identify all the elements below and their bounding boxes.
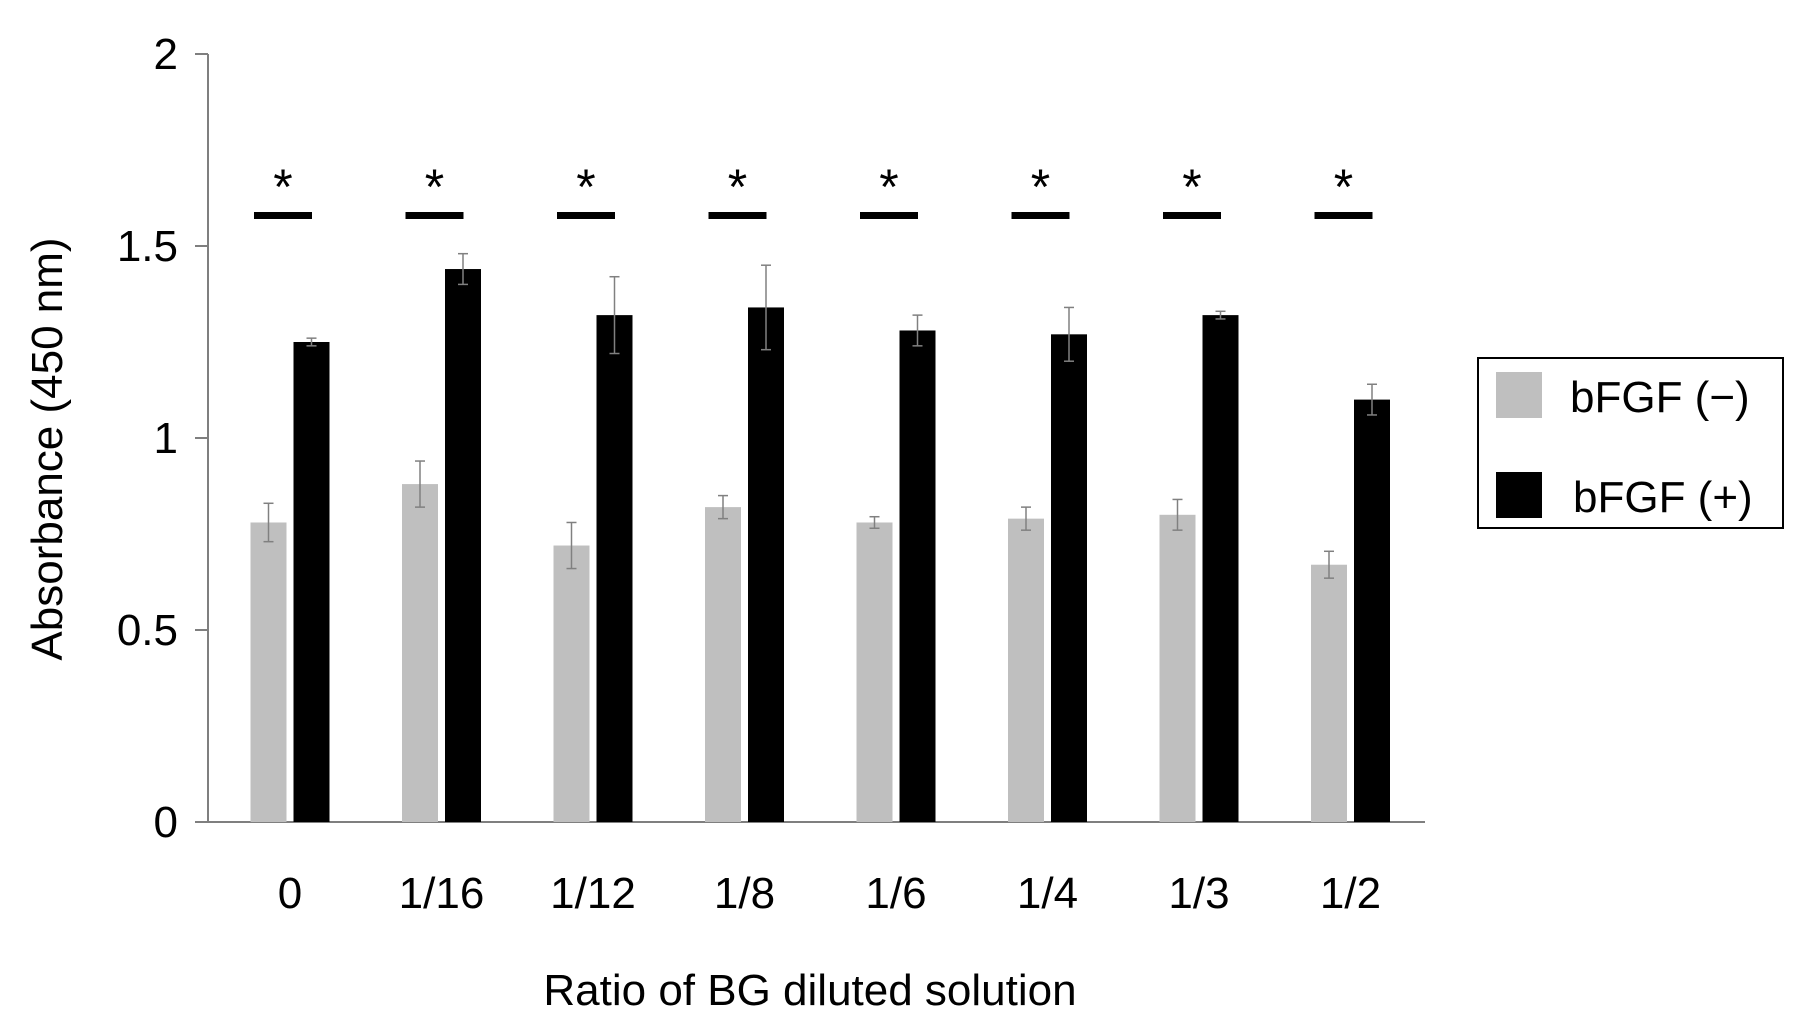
x-tick-label: 1/3	[1168, 869, 1229, 918]
bar-bfgf-plus	[1051, 334, 1087, 822]
bar-bfgf-minus	[705, 507, 741, 822]
significance-star: *	[879, 159, 898, 215]
significance-star: *	[728, 159, 747, 215]
significance-layer: * * * * * * * *	[254, 159, 1373, 219]
significance-bar	[1011, 212, 1070, 219]
bar-bfgf-plus	[748, 307, 784, 822]
significance-bar	[860, 212, 918, 219]
significance-star: *	[1334, 159, 1353, 215]
bar-bfgf-minus	[856, 522, 893, 822]
x-tick-label: 1/6	[865, 869, 926, 918]
significance-bar	[708, 212, 767, 219]
bar-bfgf-plus	[445, 269, 481, 822]
bar-bfgf-minus	[553, 545, 590, 822]
bar-bfgf-minus	[250, 522, 287, 822]
significance-bar	[1163, 212, 1221, 219]
legend-swatch-bfgf-minus	[1496, 372, 1542, 418]
legend-label-bfgf-minus: bFGF (−)	[1570, 373, 1750, 422]
significance-bar	[405, 212, 464, 219]
legend-label-bfgf-plus: bFGF (+)	[1573, 473, 1753, 522]
x-tick-label: 1/4	[1017, 869, 1078, 918]
y-axis: 0 0.5 1 1.5 2	[117, 30, 209, 847]
y-tick-label: 2	[154, 30, 178, 79]
bar-bfgf-minus	[1008, 518, 1044, 822]
bar-bfgf-plus	[899, 330, 936, 822]
bars-layer	[250, 252, 1390, 822]
y-tick-label: 1.5	[117, 222, 178, 271]
bar-bfgf-minus	[1159, 514, 1196, 822]
legend: bFGF (−) bFGF (+)	[1477, 357, 1784, 529]
significance-star: *	[1182, 159, 1201, 215]
bar-bfgf-plus	[596, 315, 633, 822]
significance-star: *	[425, 159, 444, 215]
y-axis-title: Absorbance (450 nm)	[23, 237, 72, 660]
significance-bar	[1314, 212, 1373, 219]
significance-star: *	[576, 159, 595, 215]
significance-bar	[254, 212, 312, 219]
y-tick-label: 0.5	[117, 606, 178, 655]
x-tick-label: 1/16	[399, 869, 485, 918]
bar-bfgf-minus	[1311, 564, 1347, 822]
x-axis-title: Ratio of BG diluted solution	[543, 966, 1076, 1015]
x-tick-label: 1/2	[1320, 869, 1381, 918]
x-tick-label: 1/12	[550, 869, 636, 918]
bar-bfgf-plus	[1354, 399, 1390, 822]
bar-bfgf-plus	[293, 342, 330, 822]
x-tick-label: 1/8	[714, 869, 775, 918]
bar-bfgf-plus	[1202, 315, 1239, 822]
significance-star: *	[273, 159, 292, 215]
legend-swatch-bfgf-plus	[1496, 472, 1542, 518]
x-tick-label: 0	[278, 869, 302, 918]
x-axis: 0 1/16 1/12 1/8 1/6 1/4 1/3 1/2	[208, 821, 1425, 918]
bar-bfgf-minus	[402, 484, 438, 822]
y-tick-label: 1	[154, 414, 178, 463]
y-tick-label: 0	[154, 798, 178, 847]
significance-bar	[557, 212, 615, 219]
significance-star: *	[1031, 159, 1050, 215]
